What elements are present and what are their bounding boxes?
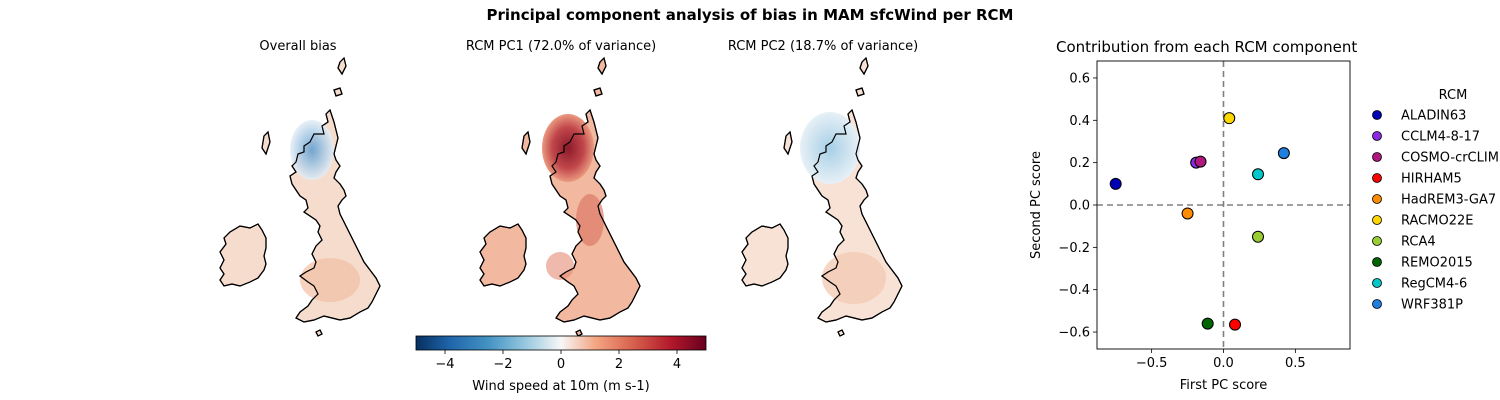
legend-marker (1372, 215, 1382, 225)
y-axis-label: Second PC score (1029, 151, 1044, 259)
map-pc2 (741, 57, 903, 337)
data-point (1109, 177, 1122, 190)
map-title-overall-bias: Overall bias (259, 39, 337, 54)
legend-label: RACMO22E (1401, 214, 1473, 229)
legend-marker (1372, 152, 1382, 162)
map-title-pc2: RCM PC2 (18.7% of variance) (727, 39, 919, 54)
legend-label: HadREM3-GA7 (1401, 193, 1496, 208)
legend-label: ALADIN63 (1401, 109, 1466, 124)
x-tick-label: 0.0 (1213, 356, 1234, 371)
y-tick-label: −0.2 (1058, 241, 1090, 256)
map-overall-bias (219, 57, 381, 337)
legend-marker (1372, 131, 1382, 141)
data-point (1277, 147, 1290, 160)
colorbar-tick-label: 2 (615, 357, 623, 372)
data-point (1201, 317, 1214, 330)
colorbar-label: Wind speed at 10m (m s-1) (472, 379, 649, 394)
data-point (1252, 168, 1264, 181)
map-pc1 (479, 57, 641, 337)
figure-title: Principal component analysis of bias in … (486, 6, 1014, 24)
scatter-title: Contribution from each RCM component (1056, 38, 1358, 56)
y-tick-label: 0.4 (1069, 114, 1090, 129)
y-tick-label: −0.6 (1058, 326, 1090, 341)
legend-marker (1372, 110, 1382, 120)
legend-label: HIRHAM5 (1401, 172, 1462, 187)
data-point (1252, 230, 1264, 243)
legend-marker (1372, 299, 1382, 309)
data-point (1181, 207, 1194, 220)
data-point (1194, 155, 1207, 168)
colorbar: −4 −2 0 2 4 Wind speed at 10m (m s-1) (415, 335, 707, 394)
map-title-pc1: RCM PC1 (72.0% of variance) (465, 39, 657, 54)
y-tick-label: −0.4 (1058, 283, 1090, 298)
data-point (1229, 318, 1241, 331)
data-point (1223, 112, 1236, 125)
colorbar-tick-label: −4 (435, 357, 454, 372)
legend-marker (1372, 257, 1382, 267)
maps-area (219, 57, 903, 337)
y-tick-label: 0.2 (1069, 156, 1090, 171)
legend-label: RegCM4-6 (1401, 277, 1467, 292)
legend-label: REMO2015 (1401, 256, 1473, 271)
legend-label: WRF381P (1401, 298, 1463, 313)
x-axis-label: First PC score (1180, 378, 1267, 393)
legend-marker (1372, 194, 1382, 204)
legend-marker (1372, 173, 1382, 183)
legend-title: RCM (1439, 88, 1468, 103)
colorbar-gradient (415, 335, 707, 351)
colorbar-tick-label: 4 (673, 357, 681, 372)
x-tick-label: −0.5 (1136, 356, 1168, 371)
y-tick-label: 0.0 (1069, 199, 1090, 214)
colorbar-tick-label: −2 (493, 357, 512, 372)
scatter-plot: −0.5 0.0 0.5 −0.6 −0.4 −0.2 0.0 0.2 0.4 0.6 RCM AL… (1029, 60, 1499, 393)
y-tick-label: 0.6 (1069, 71, 1090, 86)
legend-marker (1372, 278, 1382, 288)
legend-label: CCLM4-8-17 (1401, 130, 1480, 145)
legend-label: RCA4 (1401, 235, 1436, 250)
legend-marker (1372, 236, 1382, 246)
legend-label: COSMO-crCLIM (1401, 151, 1499, 166)
colorbar-tick-label: 0 (557, 357, 565, 372)
x-tick-label: 0.5 (1285, 356, 1306, 371)
